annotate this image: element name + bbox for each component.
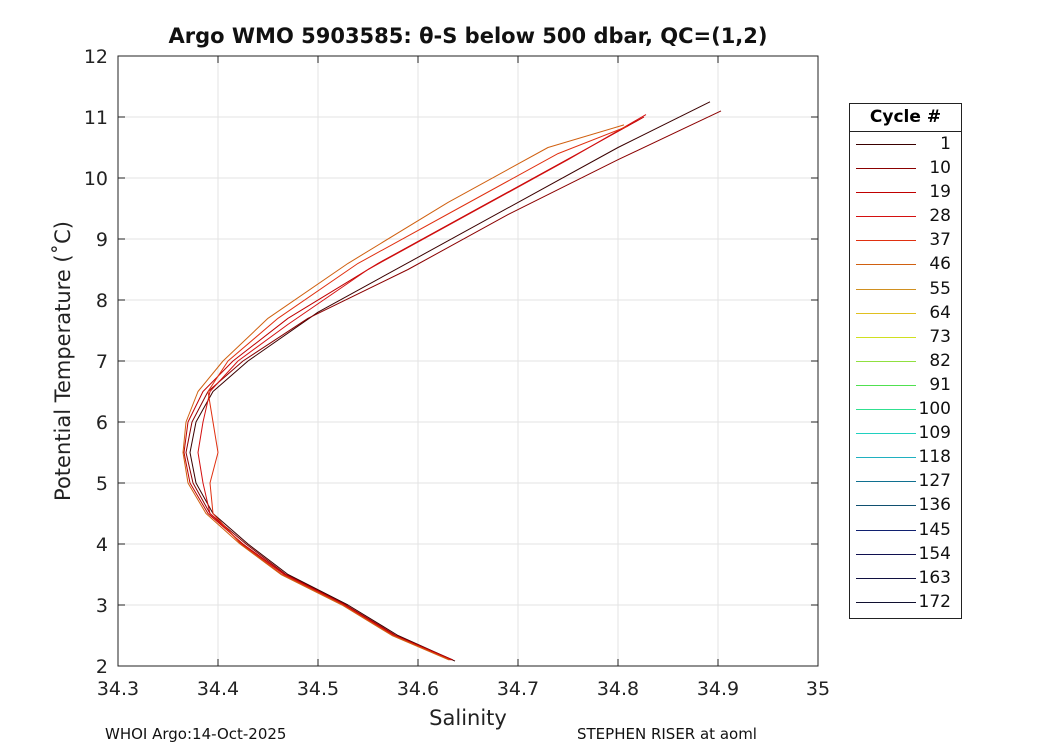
y-tick-label: 7 bbox=[96, 351, 108, 373]
legend-label: 10 bbox=[929, 158, 951, 179]
legend-label: 145 bbox=[918, 519, 951, 540]
legend-swatch bbox=[856, 553, 916, 555]
y-tick-label: 4 bbox=[96, 534, 108, 556]
legend-swatch bbox=[856, 216, 916, 218]
legend-entry: 73 bbox=[850, 325, 961, 349]
legend-label: 100 bbox=[918, 399, 951, 420]
series-lines bbox=[182, 101, 722, 662]
legend-label: 118 bbox=[918, 447, 951, 468]
legend-entry: 154 bbox=[850, 542, 961, 566]
tick-marks bbox=[117, 55, 819, 667]
y-tick-label: 6 bbox=[96, 412, 108, 434]
x-tick-label: 34.9 bbox=[697, 678, 739, 700]
legend-entry: 82 bbox=[850, 349, 961, 373]
legend: Cycle # 1 10 19 28 37 46 55 64 73 82 91 100 109 118 12… bbox=[849, 103, 962, 619]
x-tick-label: 34.7 bbox=[497, 678, 539, 700]
legend-swatch bbox=[856, 529, 916, 531]
legend-entry: 46 bbox=[850, 252, 961, 276]
grid-lines bbox=[118, 56, 818, 666]
legend-label: 28 bbox=[929, 206, 951, 227]
legend-label: 82 bbox=[929, 350, 951, 371]
y-tick-label: 2 bbox=[96, 656, 108, 678]
legend-entry: 55 bbox=[850, 277, 961, 301]
legend-label: 55 bbox=[929, 278, 951, 299]
legend-entry: 136 bbox=[850, 493, 961, 517]
y-tick-label: 9 bbox=[96, 229, 108, 251]
x-tick-label: 34.4 bbox=[197, 678, 239, 700]
legend-label: 163 bbox=[918, 567, 951, 588]
legend-entry: 109 bbox=[850, 421, 961, 445]
x-tick-label: 34.5 bbox=[297, 678, 339, 700]
y-tick-label: 3 bbox=[96, 595, 108, 617]
legend-swatch bbox=[856, 433, 916, 435]
legend-swatch bbox=[856, 409, 916, 411]
legend-entry: 145 bbox=[850, 518, 961, 542]
y-tick-label: 5 bbox=[96, 473, 108, 495]
legend-entry: 28 bbox=[850, 204, 961, 228]
legend-label: 73 bbox=[929, 326, 951, 347]
legend-swatch bbox=[856, 505, 916, 507]
series-line-cycle-46 bbox=[182, 124, 625, 661]
legend-entry: 10 bbox=[850, 156, 961, 180]
legend-swatch bbox=[856, 144, 916, 145]
legend-swatch bbox=[856, 240, 916, 242]
x-axis-label: Salinity bbox=[429, 706, 507, 730]
legend-swatch bbox=[856, 481, 916, 483]
legend-entry: 19 bbox=[850, 180, 961, 204]
tick-labels: 34.3 34.4 34.5 34.6 34.7 34.8 34.9 35 2 3 4 5 6 7 8 9 10… bbox=[84, 46, 830, 700]
legend-entry: 163 bbox=[850, 566, 961, 590]
legend-entry: 37 bbox=[850, 228, 961, 252]
legend-label: 91 bbox=[929, 374, 951, 395]
legend-entry: 127 bbox=[850, 469, 961, 493]
legend-title: Cycle # bbox=[850, 104, 961, 132]
legend-label: 37 bbox=[929, 230, 951, 251]
legend-swatch bbox=[856, 264, 916, 266]
legend-label: 154 bbox=[918, 543, 951, 564]
legend-entry: 172 bbox=[850, 590, 961, 614]
legend-swatch bbox=[856, 577, 916, 579]
series-line-cycle-28 bbox=[197, 114, 647, 661]
legend-entry: 64 bbox=[850, 301, 961, 325]
legend-label: 64 bbox=[929, 302, 951, 323]
legend-swatch bbox=[856, 457, 916, 459]
legend-label: 46 bbox=[929, 254, 951, 275]
legend-swatch bbox=[856, 288, 916, 290]
footer-source: WHOI Argo:14-Oct-2025 bbox=[105, 725, 287, 743]
chart-title: Argo WMO 5903585: θ-S below 500 dbar, QC… bbox=[168, 24, 768, 48]
x-tick-label: 34.8 bbox=[597, 678, 639, 700]
legend-entry: 118 bbox=[850, 445, 961, 469]
legend-swatch bbox=[856, 384, 916, 386]
legend-label: 136 bbox=[918, 495, 951, 516]
y-tick-label: 11 bbox=[84, 107, 108, 129]
legend-entry: 91 bbox=[850, 373, 961, 397]
legend-label: 127 bbox=[918, 471, 951, 492]
legend-swatch bbox=[856, 360, 916, 362]
legend-entries: 1 10 19 28 37 46 55 64 73 82 91 100 109 118 127 136 145 1… bbox=[850, 132, 961, 614]
legend-label: 19 bbox=[929, 182, 951, 203]
footer-credit: STEPHEN RISER at aoml bbox=[577, 725, 757, 743]
legend-label: 172 bbox=[918, 591, 951, 612]
y-tick-label: 12 bbox=[84, 46, 108, 68]
legend-entry: 1 bbox=[850, 132, 961, 156]
legend-swatch bbox=[856, 312, 916, 314]
series-line-cycle-1 bbox=[189, 101, 711, 662]
legend-swatch bbox=[856, 601, 916, 603]
y-tick-label: 10 bbox=[84, 168, 108, 190]
legend-entry: 100 bbox=[850, 397, 961, 421]
x-tick-label: 34.3 bbox=[97, 678, 139, 700]
legend-swatch bbox=[856, 192, 916, 194]
legend-swatch bbox=[856, 168, 916, 170]
y-tick-label: 8 bbox=[96, 290, 108, 312]
legend-swatch bbox=[856, 336, 916, 338]
legend-label: 1 bbox=[940, 134, 951, 154]
x-tick-label: 34.6 bbox=[397, 678, 439, 700]
legend-label: 109 bbox=[918, 423, 951, 444]
x-tick-label: 35 bbox=[806, 678, 830, 700]
y-axis-label: Potential Temperature (˚C) bbox=[51, 221, 75, 501]
